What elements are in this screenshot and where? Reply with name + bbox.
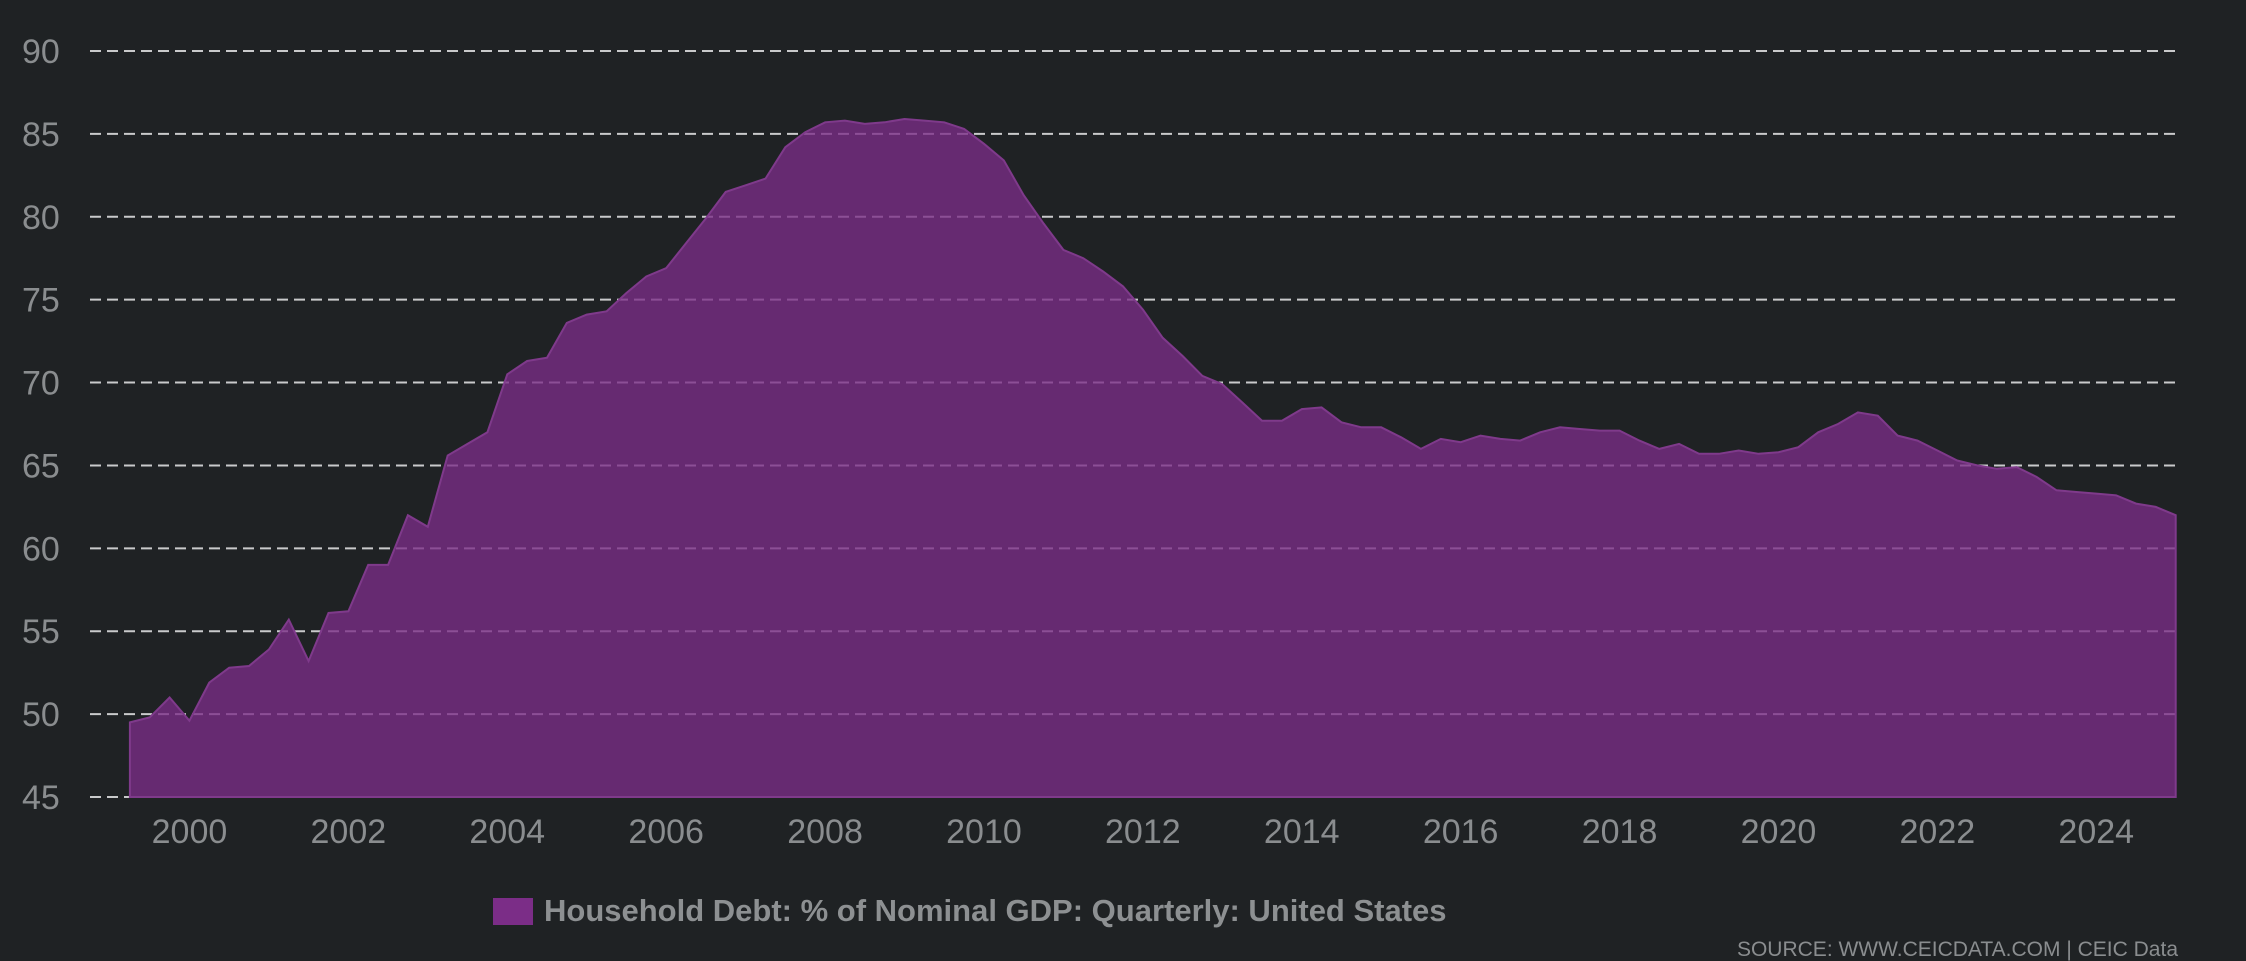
x-axis-tick-labels: 2000 2002 2004 2006 2008 2010 2012 2014 2016 2018… bbox=[152, 813, 2134, 851]
y-tick-label-60: 60 bbox=[22, 530, 60, 568]
y-tick-label-55: 55 bbox=[22, 613, 60, 651]
legend-label: Household Debt: % of Nominal GDP: Quarte… bbox=[544, 893, 1447, 928]
y-tick-label-75: 75 bbox=[22, 282, 60, 320]
x-tick-label-2024: 2024 bbox=[2058, 813, 2134, 851]
legend-swatch bbox=[493, 898, 533, 925]
series-area bbox=[128, 117, 2177, 798]
y-tick-label-90: 90 bbox=[22, 33, 60, 71]
x-tick-label-2002: 2002 bbox=[311, 813, 387, 851]
x-tick-label-2008: 2008 bbox=[787, 813, 863, 851]
y-tick-label-65: 65 bbox=[22, 447, 60, 485]
legend: Household Debt: % of Nominal GDP: Quarte… bbox=[493, 893, 1447, 928]
y-tick-label-85: 85 bbox=[22, 116, 60, 154]
x-tick-label-2004: 2004 bbox=[469, 813, 545, 851]
y-tick-label-80: 80 bbox=[22, 199, 60, 237]
x-tick-label-2000: 2000 bbox=[152, 813, 228, 851]
x-tick-label-2018: 2018 bbox=[1582, 813, 1658, 851]
x-tick-label-2010: 2010 bbox=[946, 813, 1022, 851]
x-tick-label-2006: 2006 bbox=[628, 813, 704, 851]
x-tick-label-2014: 2014 bbox=[1264, 813, 1340, 851]
y-tick-label-70: 70 bbox=[22, 365, 60, 403]
x-tick-label-2012: 2012 bbox=[1105, 813, 1181, 851]
x-tick-label-2016: 2016 bbox=[1423, 813, 1499, 851]
x-tick-label-2020: 2020 bbox=[1741, 813, 1817, 851]
y-tick-label-45: 45 bbox=[22, 779, 60, 817]
x-tick-label-2022: 2022 bbox=[1900, 813, 1976, 851]
y-tick-label-50: 50 bbox=[22, 696, 60, 734]
source-note: SOURCE: WWW.CEICDATA.COM | CEIC Data bbox=[1737, 938, 2178, 961]
y-axis-tick-labels: 45 50 55 60 65 70 75 80 85 90 bbox=[22, 33, 60, 817]
